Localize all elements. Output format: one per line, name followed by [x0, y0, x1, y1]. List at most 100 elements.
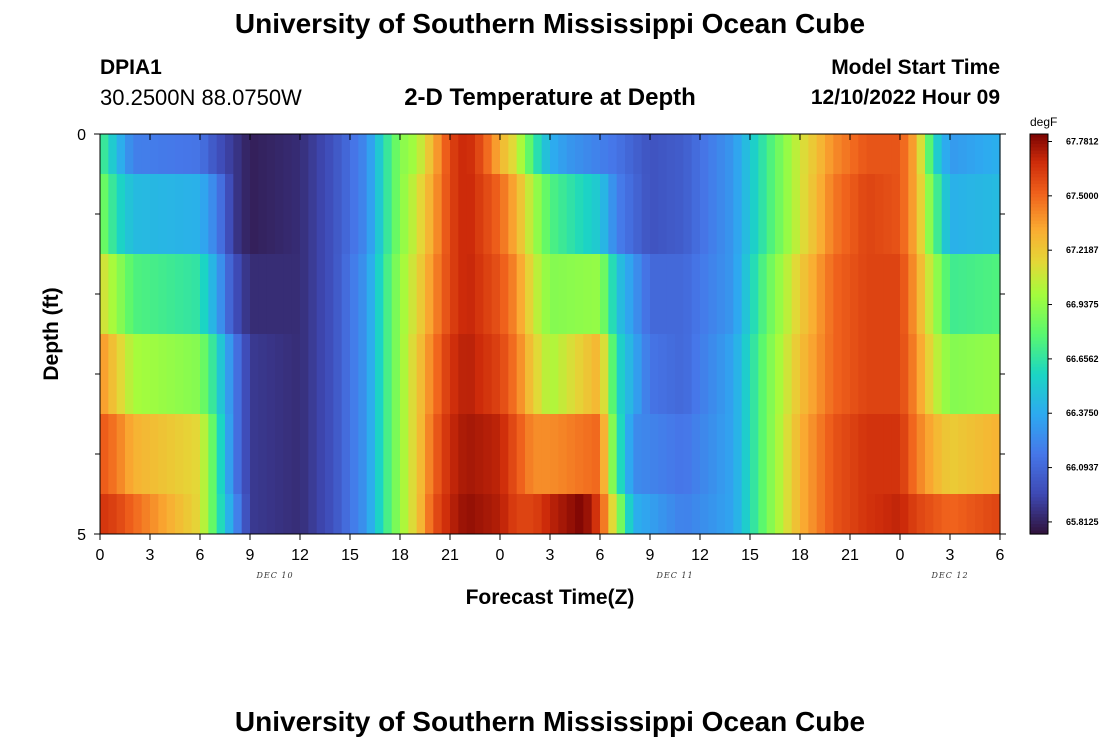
heatmap-cell [366, 334, 376, 415]
colorbar-swatch [1030, 307, 1048, 312]
heatmap-cell [700, 414, 709, 495]
heatmap-cell [608, 134, 618, 175]
heatmap-cell [991, 254, 1001, 335]
heatmap-cell [550, 134, 559, 175]
heatmap-cell [658, 134, 668, 175]
heatmap-cell [541, 334, 551, 415]
heatmap-cell [600, 334, 609, 415]
heatmap-cell [633, 494, 643, 535]
heatmap-cell [200, 414, 209, 495]
heatmap-cell [316, 134, 326, 175]
heatmap-cell [975, 174, 984, 255]
heatmap-cell [383, 414, 393, 495]
heatmap-cell [183, 414, 193, 495]
colorbar-swatch [1030, 267, 1048, 272]
date-label: DEC 12 [930, 571, 968, 580]
colorbar-swatch [1030, 460, 1048, 465]
heatmap-cell [883, 254, 893, 335]
heatmap-cell [866, 174, 876, 255]
heatmap-cell [308, 174, 318, 255]
x-tick-label: 9 [646, 547, 655, 564]
colorbar-swatch [1030, 300, 1048, 305]
heatmap-cell [275, 414, 284, 495]
heatmap-cell [683, 134, 693, 175]
station-id: DPIA1 [100, 56, 162, 79]
heatmap-cell [958, 174, 968, 255]
heatmap-cell [508, 334, 518, 415]
colorbar-swatch [1030, 204, 1048, 208]
heatmap-cell [266, 414, 276, 495]
heatmap-cell [925, 134, 934, 175]
colorbar-swatch [1030, 294, 1048, 298]
heatmap-cell [116, 494, 126, 535]
heatmap-cell [550, 494, 559, 535]
heatmap-cell [666, 334, 676, 415]
heatmap-cell [883, 334, 893, 415]
colorbar-swatch [1030, 234, 1048, 238]
heatmap-cell [733, 254, 743, 335]
heatmap-cell [916, 174, 926, 255]
colorbar-swatch [1030, 250, 1048, 255]
heatmap-cell [125, 174, 134, 255]
x-tick-label: 15 [341, 547, 359, 564]
colorbar-swatch [1030, 350, 1048, 355]
heatmap-cell [408, 134, 418, 175]
model-start-label: Model Start Time [831, 56, 1000, 79]
heatmap-cell [816, 174, 826, 255]
heatmap-cell [858, 254, 868, 335]
heatmap-cell [216, 334, 226, 415]
heatmap-cell [308, 334, 318, 415]
heatmap-cell [941, 334, 951, 415]
heatmap-cell [333, 334, 343, 415]
heatmap-cell [800, 414, 809, 495]
heatmap-cell [125, 494, 134, 535]
heatmap-cell [133, 174, 143, 255]
heatmap-cell [633, 134, 643, 175]
heatmap-cell [983, 334, 993, 415]
heatmap-cell [275, 134, 284, 175]
colorbar-swatch [1030, 500, 1048, 505]
heatmap-cell [433, 494, 443, 535]
heatmap-cell [575, 334, 584, 415]
heatmap-cell [350, 174, 359, 255]
colorbar-swatch [1030, 164, 1048, 168]
heatmap-cell [325, 334, 334, 415]
colorbar-swatch [1030, 520, 1048, 525]
heatmap-cell [933, 134, 943, 175]
colorbar-swatch [1030, 400, 1048, 405]
heatmap-cell [341, 494, 351, 535]
heatmap-cell [241, 134, 251, 175]
heatmap-cell [958, 134, 968, 175]
heatmap-cell [466, 334, 476, 415]
heatmap-cell [516, 334, 526, 415]
heatmap-cell [816, 334, 826, 415]
heatmap-cell [491, 134, 501, 175]
heatmap-cell [791, 134, 801, 175]
heatmap-cell [675, 494, 684, 535]
colorbar-swatch [1030, 160, 1048, 165]
heatmap-cell [750, 414, 759, 495]
heatmap-cell [258, 254, 268, 335]
heatmap-cell [416, 134, 426, 175]
heatmap-cell [583, 174, 593, 255]
heatmap-cell [766, 414, 776, 495]
heatmap-cell [183, 134, 193, 175]
heatmap-cell [383, 494, 393, 535]
heatmap-cell [575, 174, 584, 255]
heatmap-cell [525, 494, 534, 535]
colorbar-swatch [1030, 180, 1048, 185]
heatmap-cell [400, 254, 409, 335]
heatmap-cell [408, 254, 418, 335]
heatmap-cell [791, 494, 801, 535]
heatmap-cell [900, 494, 909, 535]
colorbar-swatch [1030, 320, 1048, 325]
heatmap-cell [508, 134, 518, 175]
heatmap-cell [700, 174, 709, 255]
colorbar-unit: degF [1030, 115, 1057, 129]
heatmap-cell [975, 134, 984, 175]
heatmap-cell [350, 134, 359, 175]
colorbar-swatch [1030, 304, 1048, 308]
heatmap-cell [616, 414, 626, 495]
heatmap-cell [908, 254, 918, 335]
heatmap-cell [341, 334, 351, 415]
